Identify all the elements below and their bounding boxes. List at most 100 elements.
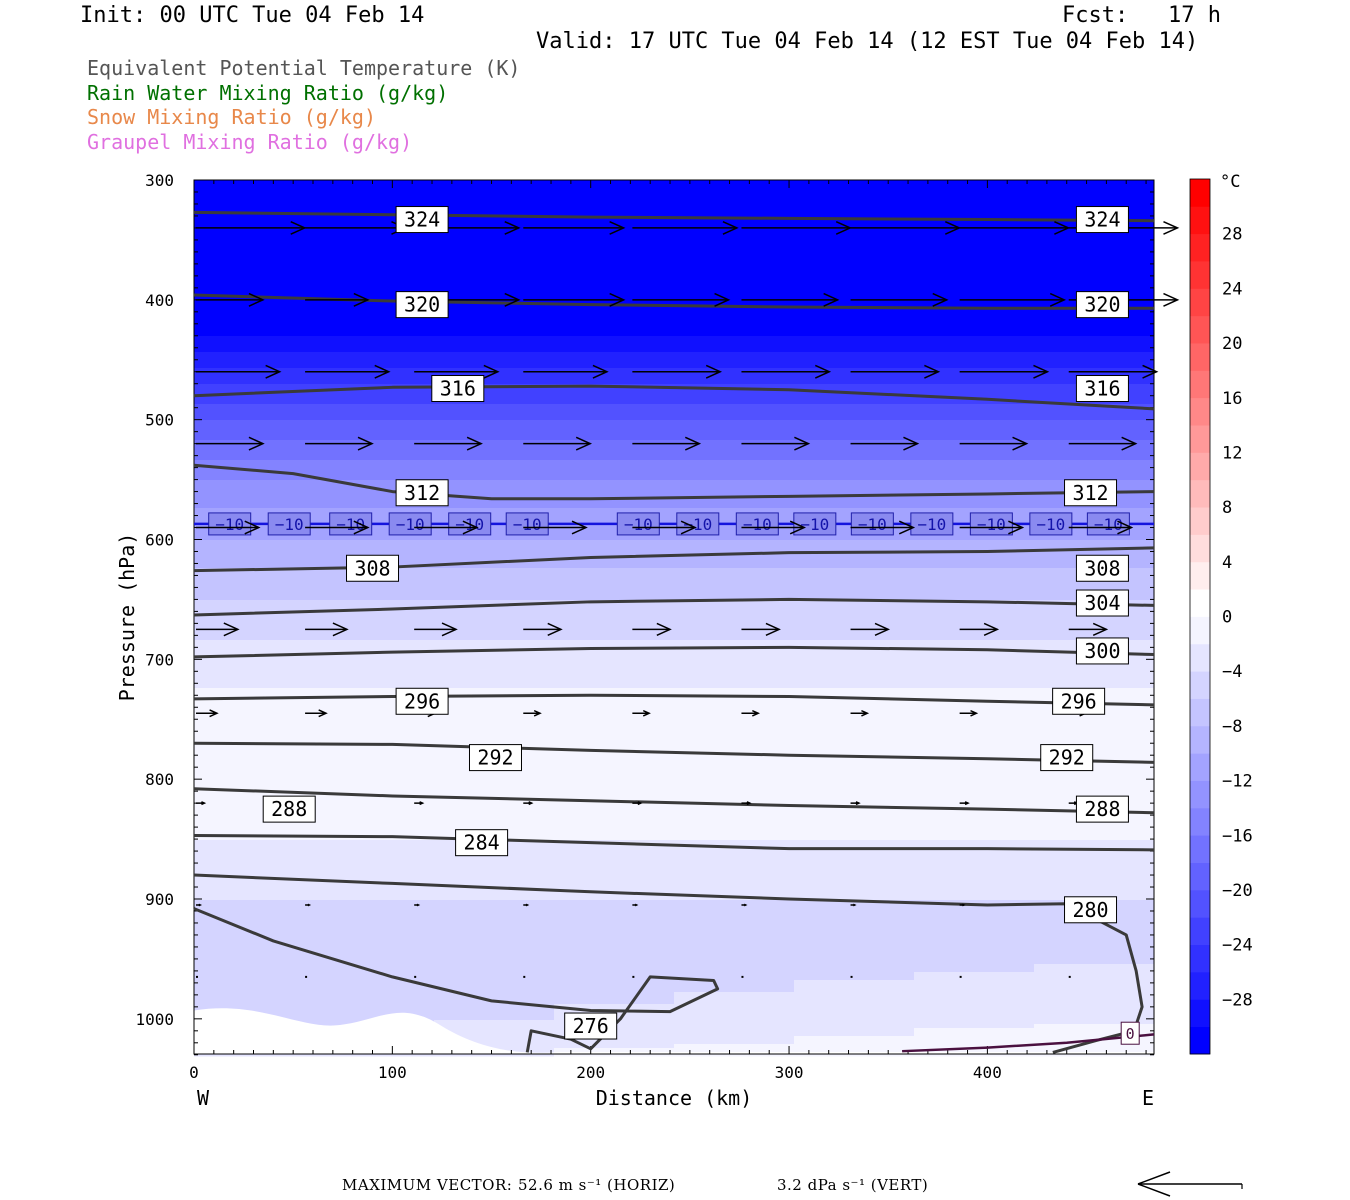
temperature-cell [194, 928, 315, 933]
temperature-cell [194, 832, 315, 837]
temperature-cell [674, 424, 795, 429]
colorbar-cell [1190, 589, 1210, 617]
wind-arrow [523, 220, 626, 235]
temperature-cell [1034, 252, 1155, 257]
temperature-cell [194, 872, 315, 877]
temperature-cell [554, 472, 675, 477]
temperature-cell [674, 404, 795, 409]
temperature-cell [794, 584, 915, 589]
temperature-cell [914, 500, 1035, 505]
temperature-cell [674, 920, 795, 925]
colorbar-label: 20 [1222, 334, 1242, 354]
temperature-cell [314, 868, 435, 873]
temperature-cell [914, 828, 1035, 833]
temperature-cell [794, 464, 915, 469]
temperature-cell [674, 392, 795, 397]
temperature-cell [434, 416, 555, 421]
temperature-cell [434, 1028, 555, 1033]
temperature-cell [434, 1024, 555, 1029]
wind-arrow [414, 436, 483, 451]
theta-e-label: 316 [1084, 377, 1120, 401]
temperature-cell [794, 296, 915, 301]
temperature-cell [194, 428, 315, 433]
temperature-cell [794, 592, 915, 597]
wind-arrow [850, 520, 916, 535]
temperature-cell [914, 276, 1035, 281]
temperature-cell [434, 608, 555, 613]
temperature-cell [794, 844, 915, 849]
temperature-cell [314, 736, 435, 741]
temperature-cell [554, 888, 675, 893]
temperature-cell [674, 876, 795, 881]
temperature-cell [914, 732, 1035, 737]
temperature-cell [914, 1048, 1035, 1053]
temperature-cell [554, 276, 675, 281]
temperature-cell [794, 904, 915, 909]
temperature-cell [434, 580, 555, 585]
temperature-cell [1034, 824, 1155, 829]
colorbar-cell [1190, 835, 1210, 863]
temperature-cell [1034, 868, 1155, 873]
theta-e-label-box [1075, 637, 1129, 665]
wind-arrow [741, 220, 853, 235]
temperature-cell [194, 236, 315, 241]
temperature-cell [314, 592, 435, 597]
temperature-cell [314, 924, 435, 929]
temperature-cell [554, 676, 675, 681]
temperature-cell [554, 624, 675, 629]
theta-e-label: 284 [464, 831, 500, 855]
temperature-cell [794, 920, 915, 925]
temperature-cell [314, 1012, 435, 1017]
temperature-cell [1034, 1048, 1155, 1053]
temperature-cell [794, 860, 915, 865]
temperature-cell [434, 652, 555, 657]
temperature-cell [194, 396, 315, 401]
temperature-cell [554, 852, 675, 857]
temperature-cell [914, 664, 1035, 669]
temperature-cell [194, 964, 315, 969]
temperature-cell [794, 560, 915, 565]
temperature-cell [314, 208, 435, 213]
temperature-cell [314, 440, 435, 445]
theta-e-label: 320 [404, 293, 440, 317]
temperature-cell [554, 540, 675, 545]
temperature-cell [314, 860, 435, 865]
temperature-cell [434, 772, 555, 777]
temperature-cell [914, 888, 1035, 893]
temperature-cell [314, 364, 435, 369]
temperature-cell [554, 200, 675, 205]
temperature-cell [434, 328, 555, 333]
temperature-cell [314, 408, 435, 413]
temperature-cell [314, 468, 435, 473]
temperature-cell [554, 228, 675, 233]
temperature-cell [914, 404, 1035, 409]
temperature-cell [1034, 956, 1155, 961]
temperature-cell [554, 520, 675, 525]
temperature-cell [194, 976, 315, 981]
temperature-cell [794, 220, 915, 225]
colorbar-label: 0 [1222, 608, 1232, 628]
theta-e-label: 292 [1049, 746, 1085, 770]
temperature-cell [194, 960, 315, 965]
temperature-cell [914, 992, 1035, 997]
temperature-cell [674, 340, 795, 345]
theta-e-label: 308 [1084, 556, 1120, 580]
temperature-cell [1034, 752, 1155, 757]
temperature-cell [794, 968, 915, 973]
temperature-cell [314, 636, 435, 641]
temperature-cell [314, 836, 435, 841]
wind-arrow [850, 801, 861, 806]
temperature-cell [314, 472, 435, 477]
temperature-cell [194, 416, 315, 421]
temperature-cell [1034, 444, 1155, 449]
temperature-cell [554, 484, 675, 489]
temperature-cell [794, 880, 915, 885]
temperature-cell [194, 408, 315, 413]
temperature-cell [434, 476, 555, 481]
temperature-cell [554, 612, 675, 617]
temperature-cell [674, 864, 795, 869]
temperature-cell [674, 616, 795, 621]
colorbar-cell [1190, 698, 1210, 727]
temperature-cell [1034, 468, 1155, 473]
temperature-cell [194, 224, 315, 229]
